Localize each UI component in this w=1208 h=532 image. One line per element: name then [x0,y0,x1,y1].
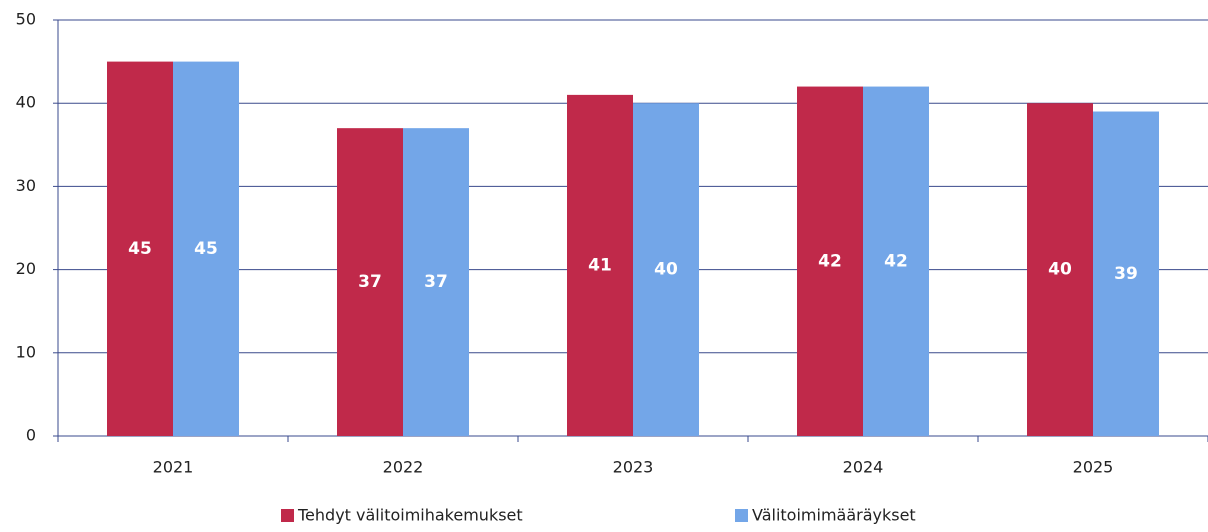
bar [797,86,863,436]
value-label: 39 [1114,264,1138,284]
value-label: 42 [818,251,842,271]
x-tick-label: 2021 [153,458,194,477]
value-label: 45 [128,239,152,259]
x-tick-label: 2022 [383,458,424,477]
value-label: 40 [1048,260,1072,280]
value-label: 40 [654,260,678,280]
bar [863,86,929,436]
bar [173,61,239,436]
y-tick-label: 0 [26,426,36,445]
y-tick-label: 20 [16,259,36,278]
legend-label: Välitoimimääräykset [752,506,916,525]
legend-swatch [281,509,294,522]
x-tick-label: 2023 [613,458,654,477]
x-tick-label: 2024 [843,458,884,477]
value-label: 37 [358,272,382,292]
value-label: 42 [884,251,908,271]
y-tick-label: 30 [16,176,36,195]
legend-swatch [735,509,748,522]
bar [337,128,403,436]
value-label: 37 [424,272,448,292]
bar [1027,103,1093,436]
bar [633,103,699,436]
bar [1093,111,1159,437]
y-tick-label: 50 [16,10,36,29]
value-label: 41 [588,255,612,275]
legend-label: Tehdyt välitoimihakemukset [297,506,523,525]
bar [107,61,173,436]
value-label: 45 [194,239,218,259]
y-tick-label: 40 [16,93,36,112]
y-tick-label: 10 [16,342,36,361]
bar [567,94,633,436]
bar [403,128,469,436]
x-tick-label: 2025 [1073,458,1114,477]
